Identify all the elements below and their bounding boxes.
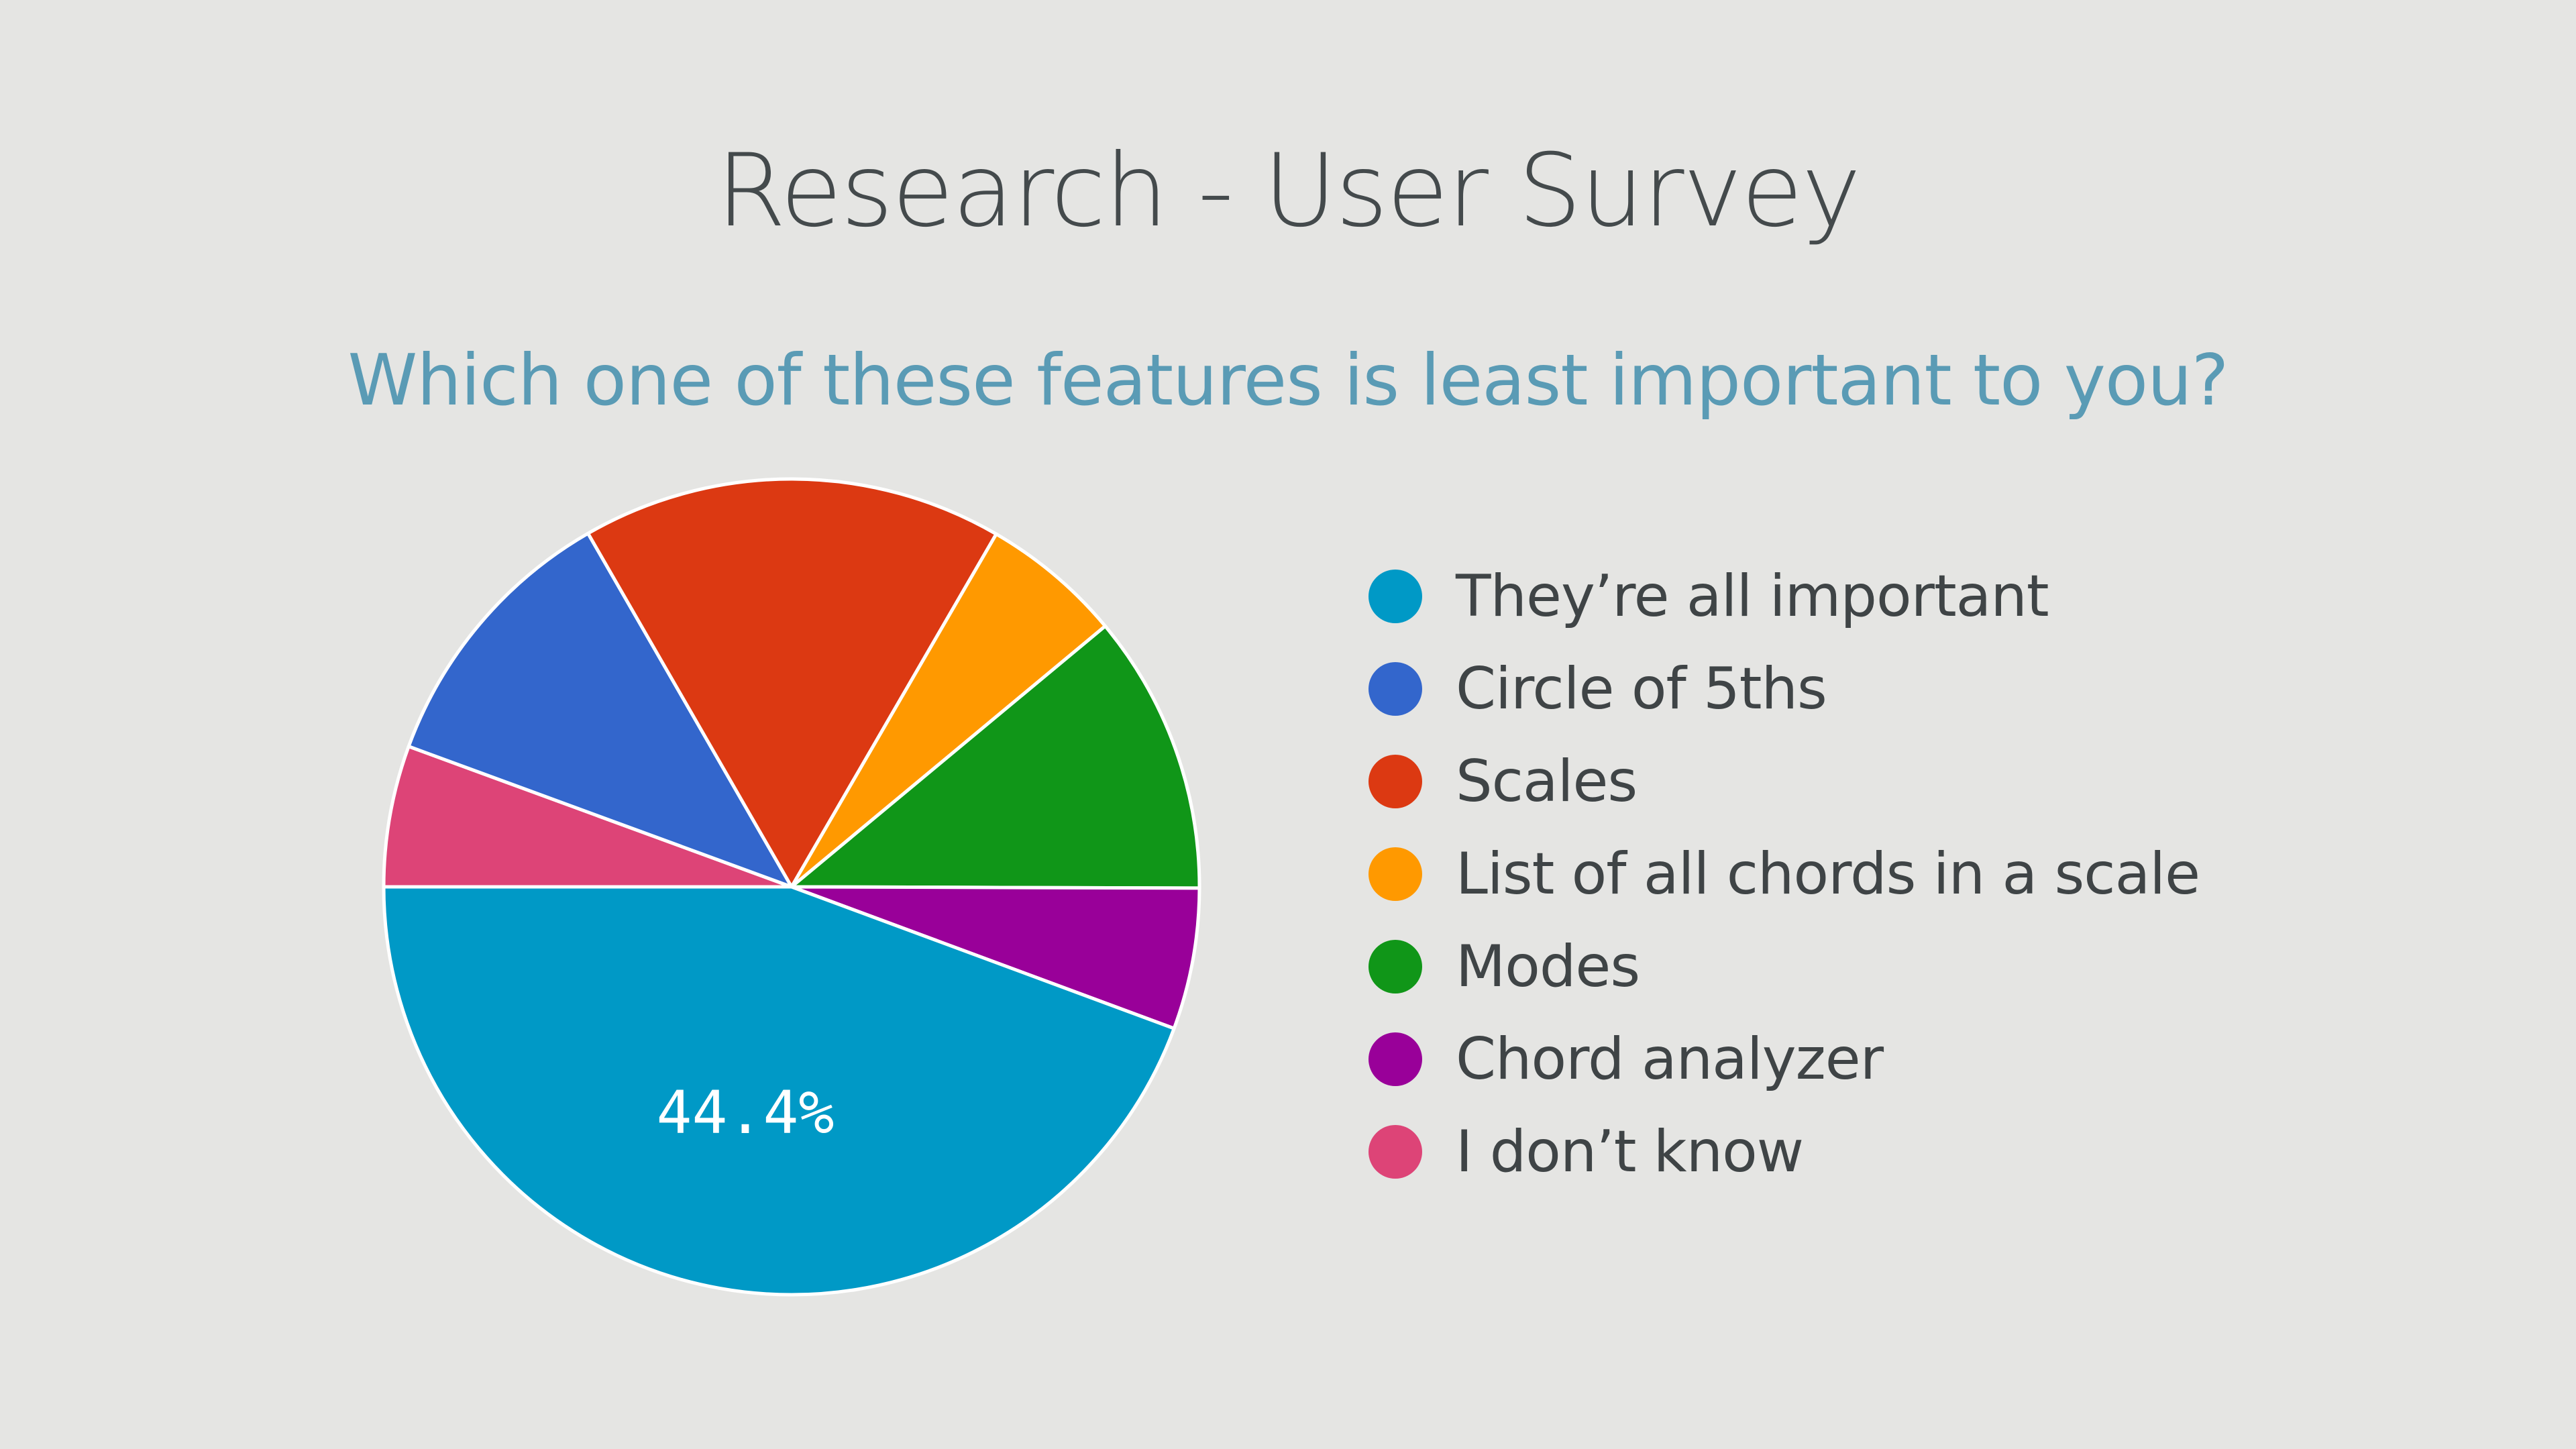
- legend-label: Chord analyzer: [1456, 1026, 1884, 1093]
- legend-swatch: [1368, 940, 1422, 994]
- pie-slice-scales: [586, 477, 998, 889]
- legend-label: Modes: [1456, 933, 1640, 1000]
- legend-label: I don’t know: [1456, 1118, 1804, 1185]
- chart-legend: They’re all important Circle of 5ths Scale…: [1368, 550, 2200, 1198]
- legend-item-theyre-all-important: They’re all important: [1368, 550, 2200, 643]
- legend-swatch: [1368, 1125, 1422, 1179]
- legend-item-scales: Scales: [1368, 735, 2200, 828]
- legend-swatch: [1368, 570, 1422, 623]
- slice-data-label: 44.4%: [657, 1078, 835, 1147]
- legend-item-chord-analyzer: Chord analyzer: [1368, 1013, 2200, 1106]
- legend-label: Circle of 5ths: [1456, 655, 1827, 722]
- pie-slices: [382, 477, 1201, 1297]
- legend-item-list-of-all-chords: List of all chords in a scale: [1368, 828, 2200, 920]
- legend-item-circle-of-5ths: Circle of 5ths: [1368, 643, 2200, 735]
- legend-label: They’re all important: [1456, 563, 2049, 630]
- chart-title: Which one of these features is least imp…: [347, 339, 2229, 421]
- legend-swatch: [1368, 1032, 1422, 1086]
- legend-item-modes: Modes: [1368, 920, 2200, 1013]
- pie-slice-chord-analyzer: [790, 885, 1201, 1030]
- pie-slice-theyre-all-important: [382, 885, 1176, 1297]
- pie-slice-modes: [790, 624, 1201, 890]
- pie-slice-list-of-all-chords: [790, 532, 1108, 889]
- slide-title: Research - User Survey: [716, 133, 1862, 250]
- legend-swatch: [1368, 847, 1422, 901]
- legend-item-i-dont-know: I don’t know: [1368, 1106, 2200, 1198]
- legend-label: Scales: [1456, 748, 1638, 815]
- pie-slice-circle-of-5ths: [407, 531, 794, 889]
- pie-data-labels: 44.4%: [657, 1078, 835, 1147]
- legend-label: List of all chords in a scale: [1456, 841, 2200, 908]
- legend-swatch: [1368, 662, 1422, 716]
- legend-swatch: [1368, 755, 1422, 808]
- pie-slice-i-dont-know: [382, 745, 794, 889]
